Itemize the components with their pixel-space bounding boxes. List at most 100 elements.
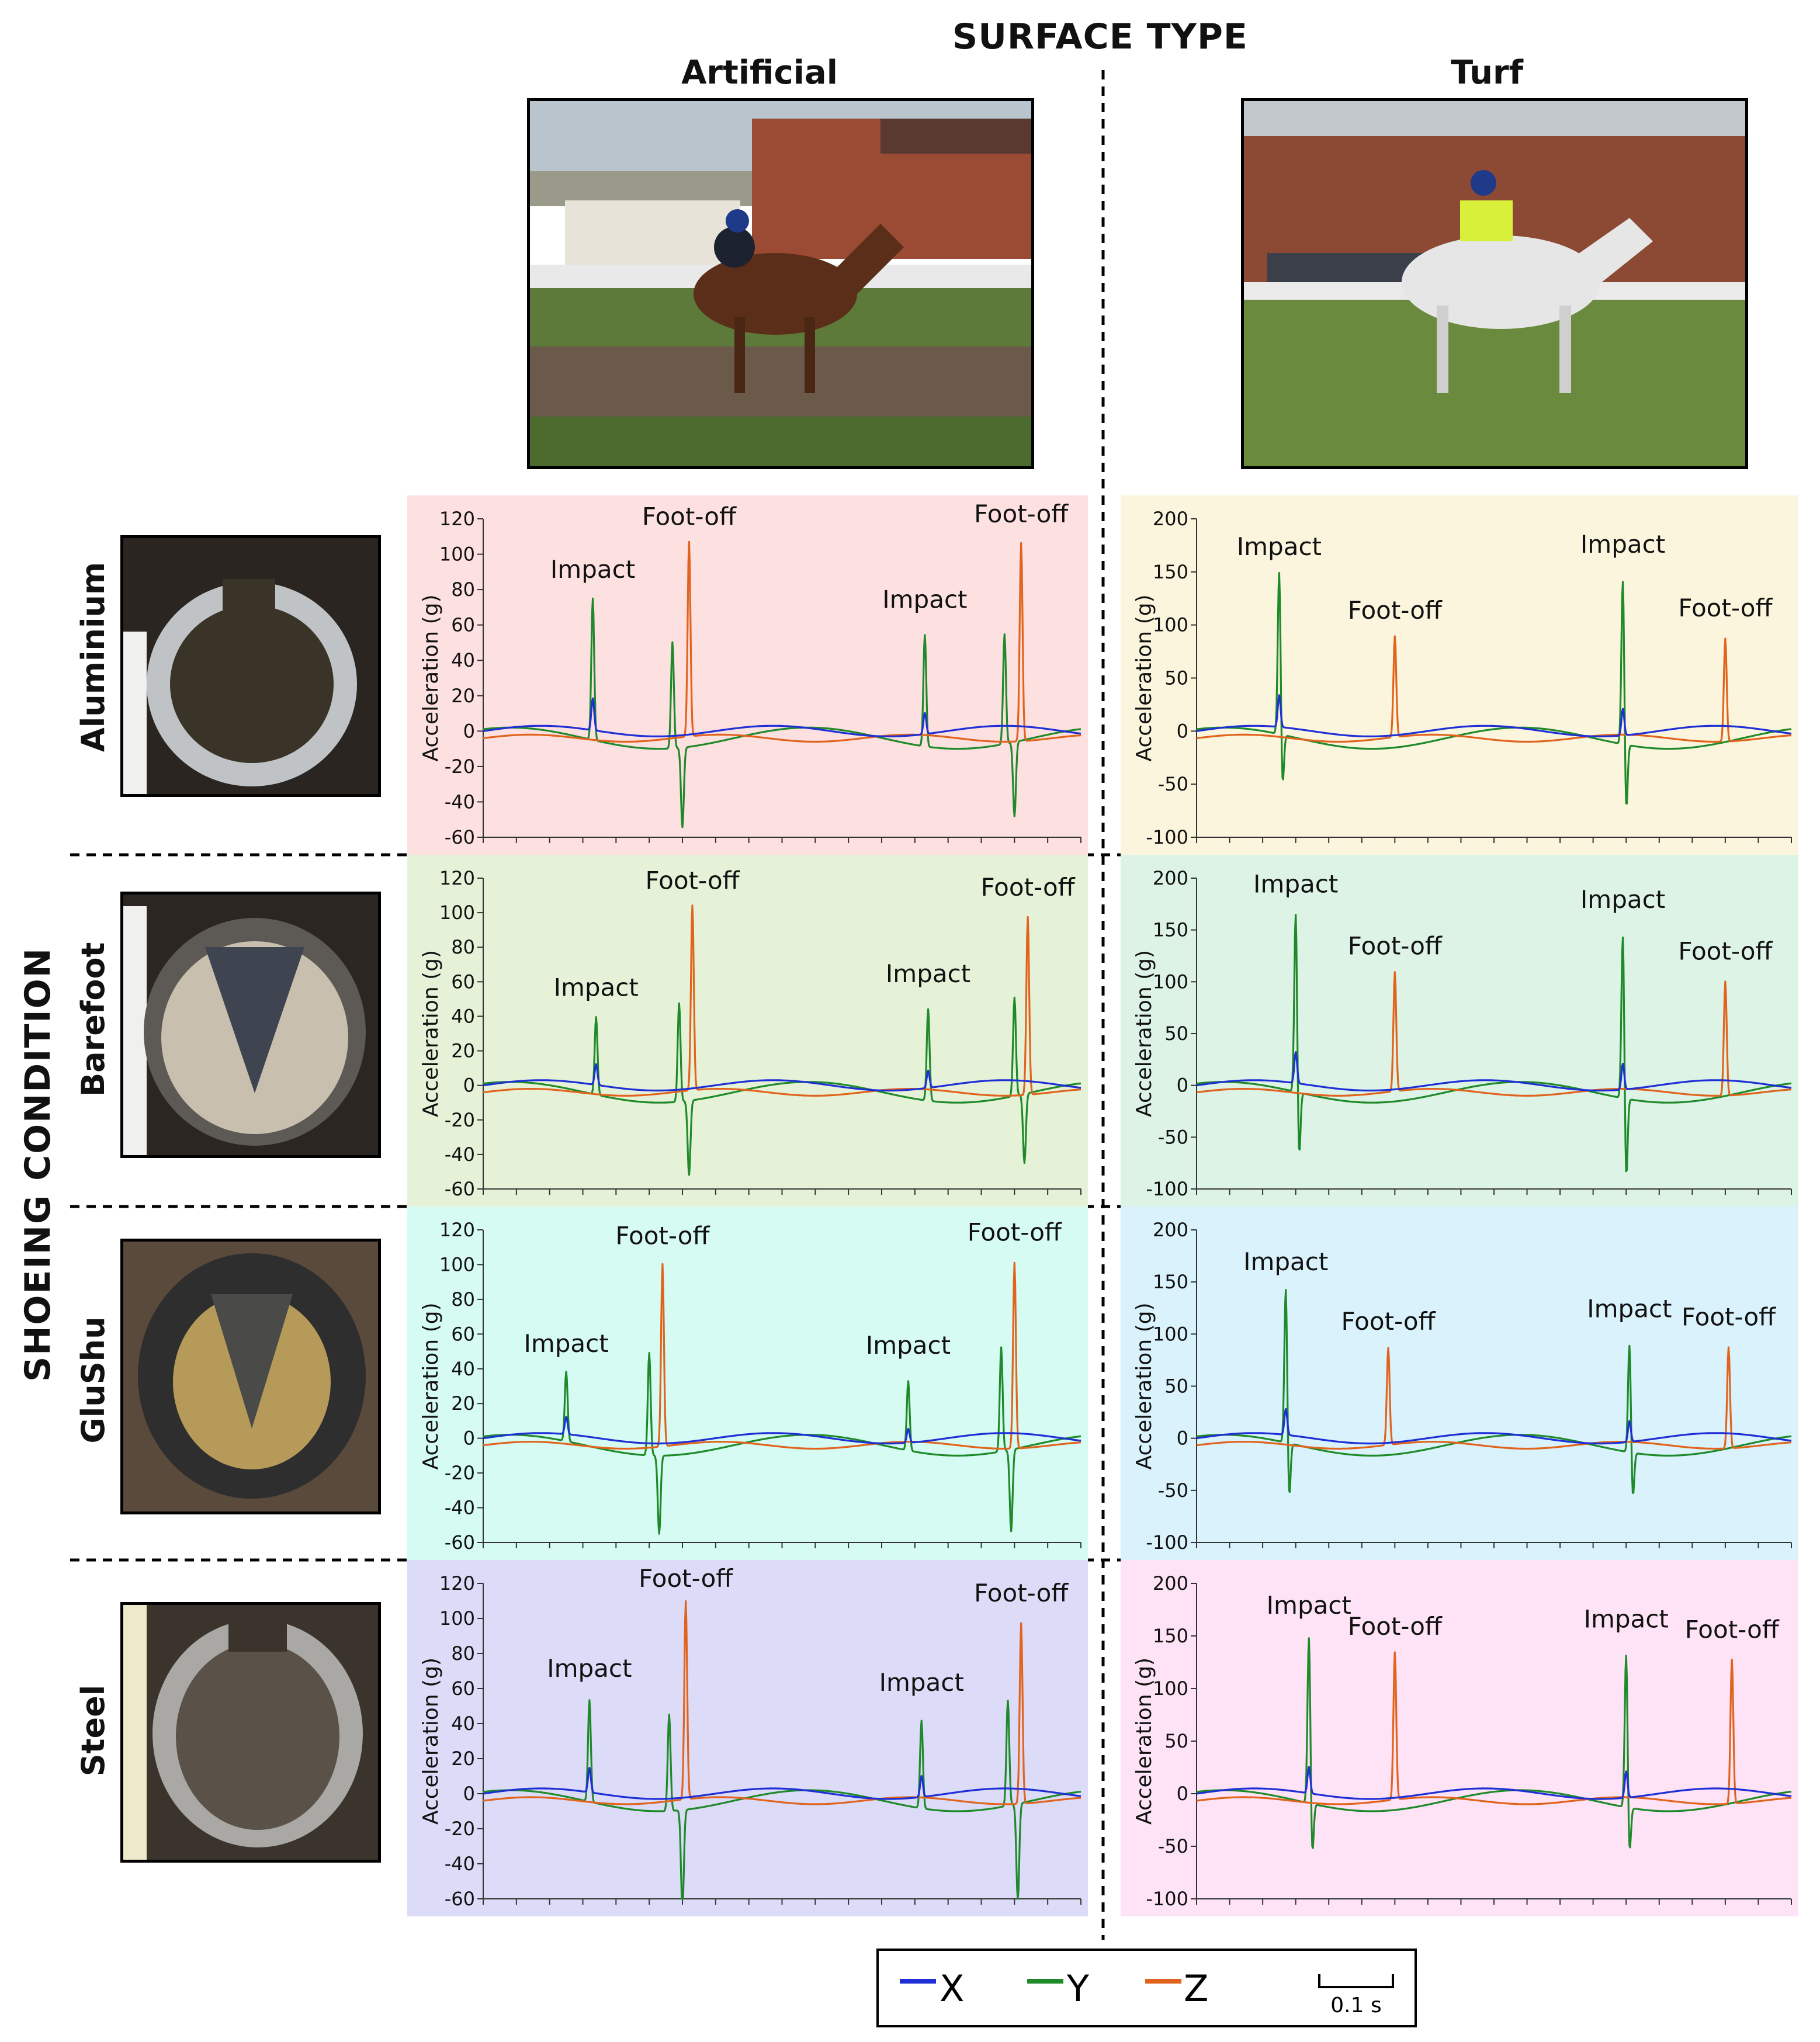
- y-tick-label: -40: [445, 1497, 475, 1519]
- hoof-photo-steel: [120, 1602, 381, 1863]
- series-line-y: [483, 597, 1081, 828]
- hoof-photo-barefoot: [120, 892, 381, 1158]
- chart-barefoot-artificial: 120 100 80 60 40 20 0 -20 -40 -60 Acceleration (g)…: [419, 866, 1081, 1200]
- series-line-y: [483, 1699, 1081, 1900]
- y-tick-label: 80: [451, 578, 475, 601]
- y-axis-title: Acceleration (g): [1132, 1658, 1156, 1825]
- y-tick-label: 100: [439, 1253, 475, 1275]
- y-tick-label: 120: [439, 1572, 475, 1594]
- hoof-photo-glushu: [120, 1239, 381, 1514]
- annotation-label: Foot-off: [968, 1218, 1062, 1247]
- annotation-label: Foot-off: [1678, 937, 1773, 966]
- legend-box: X Y Z 0.1 s: [876, 1949, 1417, 2027]
- y-tick-label: 40: [451, 1005, 475, 1027]
- y-tick-label: -60: [445, 1178, 475, 1200]
- y-tick-label: 200: [1153, 1572, 1188, 1594]
- y-tick-label: 20: [451, 1748, 475, 1770]
- y-tick-label: 200: [1153, 1219, 1188, 1241]
- annotation-label: Foot-off: [1348, 1612, 1443, 1641]
- series-line-x: [1196, 694, 1792, 737]
- y-axis-title: Acceleration (g): [1132, 1302, 1156, 1469]
- y-tick-label: 100: [439, 1607, 475, 1630]
- y-tick-label: 200: [1153, 867, 1188, 889]
- y-tick-label: 0: [463, 1074, 475, 1097]
- y-tick-label: 50: [1164, 1022, 1188, 1045]
- legend-scale-label: 0.1 s: [1330, 1994, 1381, 2017]
- series-line-y: [1196, 1637, 1792, 1849]
- legend-y-label: Y: [1066, 1967, 1089, 2010]
- chart-steel-artificial: 120 100 80 60 40 20 0 -20 -40 -60 Acceleration (g)…: [419, 1564, 1081, 1910]
- y-tick-label: 40: [451, 649, 475, 671]
- chart-glushu-artificial: 120 100 80 60 40 20 0 -20 -40 -60 Acceleration (g)…: [419, 1218, 1081, 1554]
- chart-glushu-turf: 200 150 100 50 0 -50 -100 Acceleration (g) Impac…: [1132, 1219, 1792, 1554]
- chart-panel-steel-turf: 200 150 100 50 0 -50 -100 Acceleration (g) Impac…: [1121, 1560, 1798, 1916]
- chart-steel-turf: 200 150 100 50 0 -50 -100 Acceleration (g) Impac…: [1132, 1572, 1792, 1910]
- series-line-z: [1196, 635, 1792, 743]
- y-tick-label: 60: [451, 970, 475, 993]
- series-line-z: [483, 1261, 1081, 1450]
- annotation-label: Foot-off: [1348, 932, 1443, 961]
- y-tick-label: 0: [1177, 1074, 1188, 1097]
- y-tick-label: 50: [1164, 1730, 1188, 1752]
- legend-scale-bar: [1318, 1974, 1394, 1988]
- annotation-label: Foot-off: [639, 1564, 733, 1593]
- annotation-label: Impact: [866, 1331, 951, 1360]
- series-line-y: [483, 1346, 1081, 1535]
- series-line-x: [483, 1063, 1081, 1092]
- legend-x-label: X: [940, 1967, 964, 2010]
- annotation-label: Foot-off: [1682, 1303, 1776, 1332]
- chart-panel-aluminium-artificial: 120 100 80 60 40 20 0 -20 -40 -60 Acceleration (g)…: [407, 495, 1088, 855]
- y-tick-label: 150: [1153, 561, 1188, 583]
- y-tick-label: 60: [451, 614, 475, 636]
- series-line-y: [1196, 572, 1792, 805]
- y-axis-title: Acceleration (g): [419, 1658, 443, 1825]
- series-line-z: [483, 540, 1081, 743]
- y-axis-title: Acceleration (g): [419, 594, 443, 761]
- y-tick-label: -60: [445, 1531, 475, 1554]
- annotation-label: Foot-off: [642, 502, 737, 531]
- annotation-label: Foot-off: [1678, 594, 1773, 622]
- y-tick-label: 120: [439, 1219, 475, 1241]
- annotation-label: Foot-off: [1348, 596, 1443, 625]
- annotation-label: Impact: [1580, 530, 1665, 559]
- column-title-artificial: Artificial: [681, 54, 838, 92]
- chart-aluminium-artificial: 120 100 80 60 40 20 0 -20 -40 -60 Acceleration (g)…: [419, 500, 1081, 848]
- y-tick-label: -50: [1158, 1835, 1188, 1857]
- horse-photo-turf: [1241, 98, 1748, 469]
- y-tick-label: -20: [445, 1462, 475, 1484]
- y-tick-label: 100: [1153, 1677, 1188, 1700]
- chart-aluminium-turf: 200 150 100 50 0 -50 -100 Acceleration (g) Impac…: [1132, 508, 1792, 848]
- y-tick-label: 20: [451, 1392, 475, 1415]
- y-tick-label: 80: [451, 1642, 475, 1665]
- y-axis-title: Acceleration (g): [1132, 950, 1156, 1117]
- annotation-label: Impact: [524, 1329, 608, 1358]
- annotation-label: Impact: [1237, 532, 1322, 561]
- series-line-z: [483, 904, 1081, 1097]
- series-line-z: [1196, 1651, 1792, 1805]
- annotation-label: Impact: [547, 1654, 632, 1683]
- y-tick-label: -20: [445, 1109, 475, 1131]
- annotation-label: Foot-off: [981, 873, 1076, 902]
- annotation-label: Foot-off: [974, 1579, 1069, 1607]
- series-line-y: [1196, 1289, 1792, 1494]
- chart-panel-barefoot-artificial: 120 100 80 60 40 20 0 -20 -40 -60 Acceleration (g)…: [407, 855, 1088, 1207]
- y-tick-label: 60: [451, 1677, 475, 1700]
- y-tick-label: 20: [451, 685, 475, 707]
- y-tick-label: 50: [1164, 667, 1188, 689]
- y-tick-label: -50: [1158, 1479, 1188, 1502]
- y-tick-label: -50: [1158, 773, 1188, 795]
- y-axis-title: Acceleration (g): [419, 950, 443, 1117]
- y-tick-label: 0: [1177, 1783, 1188, 1805]
- y-tick-label: 100: [1153, 970, 1188, 993]
- hoof-photo-aluminium: [120, 535, 381, 797]
- y-tick-label: -100: [1146, 826, 1188, 848]
- surface-type-title: SURFACE TYPE: [952, 16, 1248, 57]
- y-tick-label: 80: [451, 1288, 475, 1311]
- chart-panel-barefoot-turf: 200 150 100 50 0 -50 -100 Acceleration (g) Impac…: [1121, 855, 1798, 1207]
- y-tick-label: -100: [1146, 1178, 1188, 1200]
- y-axis-title: Acceleration (g): [1132, 594, 1156, 761]
- y-axis-title: Acceleration (g): [419, 1302, 443, 1469]
- y-tick-label: 100: [439, 902, 475, 924]
- series-line-x: [483, 1767, 1081, 1800]
- annotation-label: Foot-off: [974, 500, 1069, 528]
